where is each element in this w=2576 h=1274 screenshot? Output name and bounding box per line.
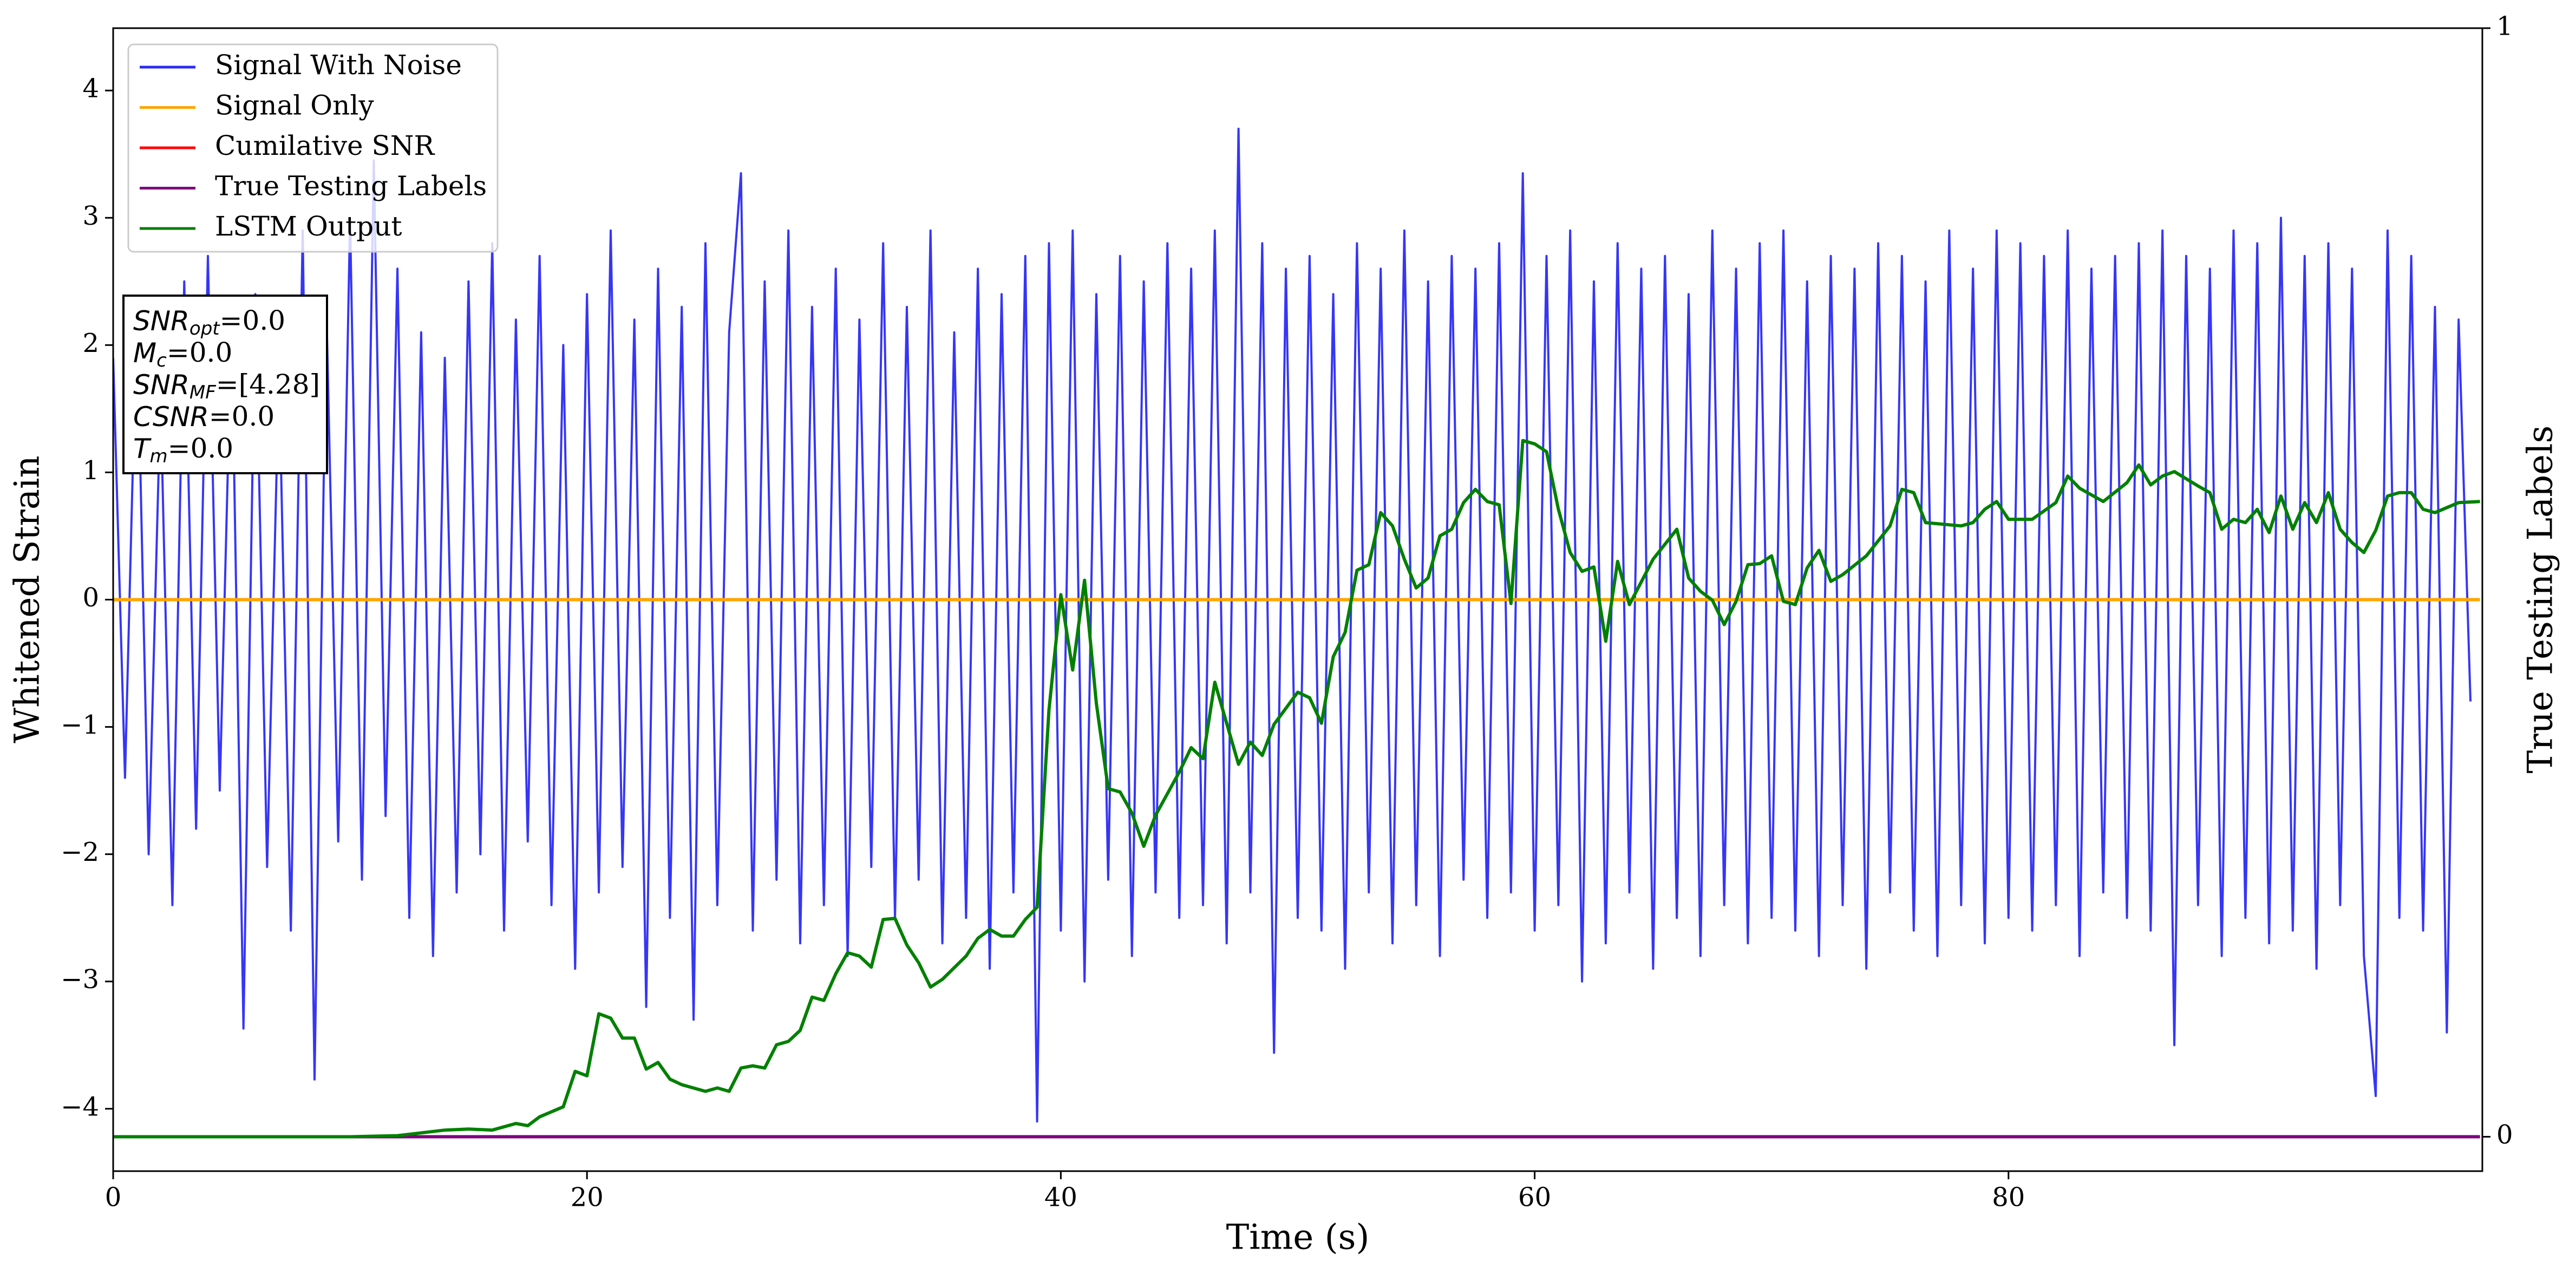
y-tick-label: 3 [82,201,99,231]
legend-label: True Testing Labels [215,171,487,202]
y-tick-label: 4 [82,74,99,104]
series-line [113,127,2472,1123]
y2-axis-label: True Testing Labels [2521,426,2561,774]
legend-label: Signal With Noise [215,49,462,81]
annotation-text: SNRMF=[4.28] [133,369,320,403]
annotation-box [122,295,328,474]
y-tick-label: 2 [82,328,99,358]
annotation-text: Tm=0.0 [133,433,233,467]
annotation-value: =0.0 [209,401,274,432]
x-tick-label: 60 [1518,1182,1551,1213]
y2-tick-label: 1 [2496,11,2513,42]
x-tick-label: 20 [571,1182,604,1213]
annotation-text: Mc=0.0 [133,337,232,371]
y-tick-label: 0 [82,583,99,613]
legend-box [127,43,499,253]
annotation-symbol: SNR [133,305,189,337]
legend-label: Cumilative SNR [215,130,435,161]
x-tick-label: 40 [1044,1182,1077,1213]
annotation-symbol: SNR [133,369,189,401]
annotation-symbol: M [133,337,156,369]
legend-label: LSTM Output [215,211,402,242]
annotation-value: =0.0 [167,337,232,368]
annotation-symbol: T [133,433,152,465]
annotation-subscript: c [156,350,167,371]
y-tick-label: −1 [61,710,99,740]
y2-tick-label: 0 [2496,1120,2513,1150]
y-axis-label: Whitened Strain [8,455,48,743]
y-tick-label: −3 [61,964,99,995]
annotation-subscript: m [150,446,168,467]
annotation-subscript: MF [189,382,216,403]
x-tick-label: 0 [105,1182,122,1213]
annotation-value: =0.0 [168,433,233,464]
x-tick-label: 80 [1992,1182,2025,1213]
y-tick-label: −4 [61,1092,99,1122]
y-tick-label: −2 [61,837,99,867]
annotation-text: CSNR=0.0 [133,401,274,433]
annotation-symbol: CSNR [133,401,209,433]
annotation-value: =0.0 [220,305,285,336]
annotation-text: SNRopt=0.0 [133,305,285,339]
series-line [113,439,2480,1139]
x-axis-label: Time (s) [1226,1218,1370,1258]
annotation-value: =[4.28] [216,369,320,400]
y-tick-label: 1 [82,455,99,486]
legend-label: Signal Only [215,90,374,121]
annotation-subscript: opt [189,318,220,339]
